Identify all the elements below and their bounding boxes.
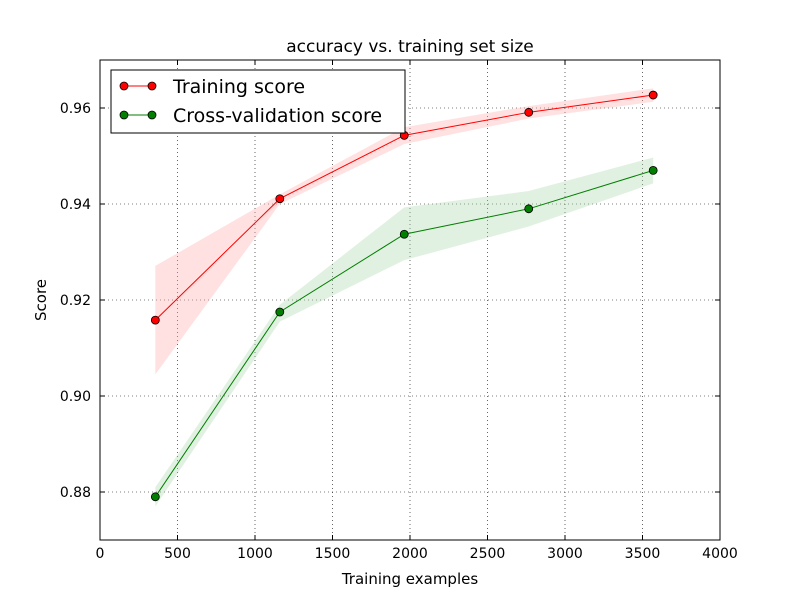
y-tick-label: 0.92 <box>60 293 91 309</box>
chart-title: accuracy vs. training set size <box>286 37 533 57</box>
confidence-bands <box>155 88 654 507</box>
x-tick-label: 3000 <box>547 546 583 562</box>
legend-marker-cv <box>147 110 157 120</box>
x-axis-label: Training examples <box>341 570 479 588</box>
training-score-point <box>524 107 534 117</box>
legend-marker-training <box>119 81 129 91</box>
cross-validation-score-point <box>399 229 409 239</box>
training-score-point <box>150 315 160 325</box>
cross-validation-score-point <box>275 307 285 317</box>
x-tick-label: 2500 <box>470 546 506 562</box>
legend: Training score Cross-validation score <box>110 69 406 134</box>
x-tick-label: 500 <box>164 546 191 562</box>
axis-ticks: 0 500 1000 1500 2000 2500 3000 3500 4000 0.88 0.90… <box>60 60 738 562</box>
cross-validation-score-band <box>155 157 654 507</box>
x-tick-label: 4000 <box>702 546 738 562</box>
x-tick-label: 1500 <box>315 546 351 562</box>
legend-marker-cv <box>119 110 129 120</box>
cross-validation-score-point <box>524 204 534 214</box>
cross-validation-score-point <box>648 165 658 175</box>
legend-label-cv: Cross-validation score <box>173 105 382 127</box>
x-tick-label: 0 <box>96 546 105 562</box>
legend-box <box>110 69 406 134</box>
y-axis-label: Score <box>32 279 50 321</box>
x-tick-label: 2000 <box>392 546 428 562</box>
training-score-point <box>275 194 285 204</box>
y-tick-label: 0.90 <box>60 389 91 405</box>
legend-marker-training <box>147 81 157 91</box>
y-tick-label: 0.88 <box>60 485 91 501</box>
training-score-point <box>648 90 658 100</box>
legend-label-training: Training score <box>172 76 305 98</box>
training-score-band <box>155 88 654 375</box>
y-tick-label: 0.94 <box>60 197 91 213</box>
x-tick-label: 1000 <box>237 546 273 562</box>
x-tick-label: 3500 <box>625 546 661 562</box>
y-tick-label: 0.96 <box>60 101 91 117</box>
cross-validation-score-point <box>150 492 160 502</box>
series-markers <box>150 90 658 502</box>
grid <box>100 60 720 540</box>
